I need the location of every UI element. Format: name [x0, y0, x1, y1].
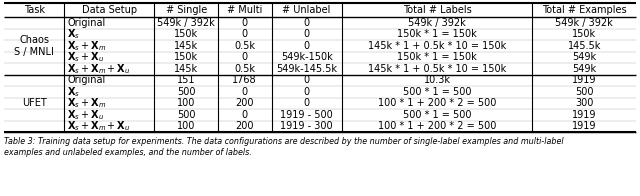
Text: 549k-150k: 549k-150k — [281, 52, 333, 62]
Text: 200: 200 — [236, 98, 254, 108]
Text: 150k: 150k — [174, 52, 198, 62]
Text: Total # Examples: Total # Examples — [542, 5, 627, 15]
Text: 0: 0 — [303, 18, 310, 28]
Text: 150k * 1 = 150k: 150k * 1 = 150k — [397, 52, 477, 62]
Text: $\mathbf{X}_s$: $\mathbf{X}_s$ — [67, 85, 80, 99]
Text: $\mathbf{X}_s$: $\mathbf{X}_s$ — [67, 27, 80, 41]
Text: # Single: # Single — [166, 5, 207, 15]
Text: 0: 0 — [242, 110, 248, 120]
Text: 0: 0 — [242, 87, 248, 97]
Text: $\mathbf{X}_s + \mathbf{X}_u$: $\mathbf{X}_s + \mathbf{X}_u$ — [67, 108, 104, 122]
Text: 0: 0 — [303, 29, 310, 39]
Text: 1919 - 500: 1919 - 500 — [280, 110, 333, 120]
Text: 0: 0 — [303, 75, 310, 85]
Text: 200: 200 — [236, 121, 254, 131]
Text: Original: Original — [67, 18, 106, 28]
Text: 1768: 1768 — [232, 75, 257, 85]
Text: 10.3k: 10.3k — [424, 75, 451, 85]
Text: Task: Task — [24, 5, 45, 15]
Text: 1919: 1919 — [572, 110, 596, 120]
Text: 0: 0 — [242, 18, 248, 28]
Text: 0: 0 — [303, 87, 310, 97]
Text: 300: 300 — [575, 98, 593, 108]
Text: 145k * 1 + 0.5k * 10 = 150k: 145k * 1 + 0.5k * 10 = 150k — [368, 41, 506, 51]
Text: 151: 151 — [177, 75, 195, 85]
Text: 0: 0 — [242, 29, 248, 39]
Text: 549k: 549k — [572, 52, 596, 62]
Text: UFET: UFET — [22, 98, 47, 108]
Text: $\mathbf{X}_s + \mathbf{X}_m$: $\mathbf{X}_s + \mathbf{X}_m$ — [67, 96, 106, 110]
Text: 549k: 549k — [572, 64, 596, 74]
Text: 549k / 392k: 549k / 392k — [157, 18, 215, 28]
Text: $\mathbf{X}_s + \mathbf{X}_u$: $\mathbf{X}_s + \mathbf{X}_u$ — [67, 50, 104, 64]
Text: 150k: 150k — [572, 29, 596, 39]
Text: $\mathbf{X}_s + \mathbf{X}_m + \mathbf{X}_u$: $\mathbf{X}_s + \mathbf{X}_m + \mathbf{X… — [67, 62, 131, 76]
Text: 100 * 1 + 200 * 2 = 500: 100 * 1 + 200 * 2 = 500 — [378, 98, 496, 108]
Text: 0: 0 — [303, 98, 310, 108]
Text: 145.5k: 145.5k — [568, 41, 601, 51]
Text: Total # Labels: Total # Labels — [403, 5, 472, 15]
Text: 1919: 1919 — [572, 75, 596, 85]
Text: 0: 0 — [242, 52, 248, 62]
Text: 500 * 1 = 500: 500 * 1 = 500 — [403, 110, 471, 120]
Text: 150k * 1 = 150k: 150k * 1 = 150k — [397, 29, 477, 39]
Text: # Multi: # Multi — [227, 5, 262, 15]
Text: 500 * 1 = 500: 500 * 1 = 500 — [403, 87, 471, 97]
Text: 150k: 150k — [174, 29, 198, 39]
Text: 0.5k: 0.5k — [234, 64, 255, 74]
Text: Original: Original — [67, 75, 106, 85]
Text: Table 3: Training data setup for experiments. The data configurations are descri: Table 3: Training data setup for experim… — [4, 137, 564, 157]
Text: 0.5k: 0.5k — [234, 41, 255, 51]
Text: $\mathbf{X}_s + \mathbf{X}_m + \mathbf{X}_u$: $\mathbf{X}_s + \mathbf{X}_m + \mathbf{X… — [67, 119, 131, 133]
Text: 500: 500 — [575, 87, 593, 97]
Text: 100: 100 — [177, 121, 195, 131]
Text: # Unlabel: # Unlabel — [282, 5, 331, 15]
Text: $\mathbf{X}_s + \mathbf{X}_m$: $\mathbf{X}_s + \mathbf{X}_m$ — [67, 39, 106, 53]
Text: 1919: 1919 — [572, 121, 596, 131]
Text: 0: 0 — [303, 41, 310, 51]
Text: 549k-145.5k: 549k-145.5k — [276, 64, 337, 74]
Text: 500: 500 — [177, 110, 195, 120]
Text: 100 * 1 + 200 * 2 = 500: 100 * 1 + 200 * 2 = 500 — [378, 121, 496, 131]
Text: 549k / 392k: 549k / 392k — [408, 18, 466, 28]
Text: Chaos
S / MNLI: Chaos S / MNLI — [14, 35, 54, 57]
Text: 1919 - 300: 1919 - 300 — [280, 121, 333, 131]
Text: 100: 100 — [177, 98, 195, 108]
Text: Data Setup: Data Setup — [82, 5, 137, 15]
Text: 500: 500 — [177, 87, 195, 97]
Text: 549k / 392k: 549k / 392k — [556, 18, 613, 28]
Text: 145k: 145k — [174, 41, 198, 51]
Text: 145k: 145k — [174, 64, 198, 74]
Text: 145k * 1 + 0.5k * 10 = 150k: 145k * 1 + 0.5k * 10 = 150k — [368, 64, 506, 74]
